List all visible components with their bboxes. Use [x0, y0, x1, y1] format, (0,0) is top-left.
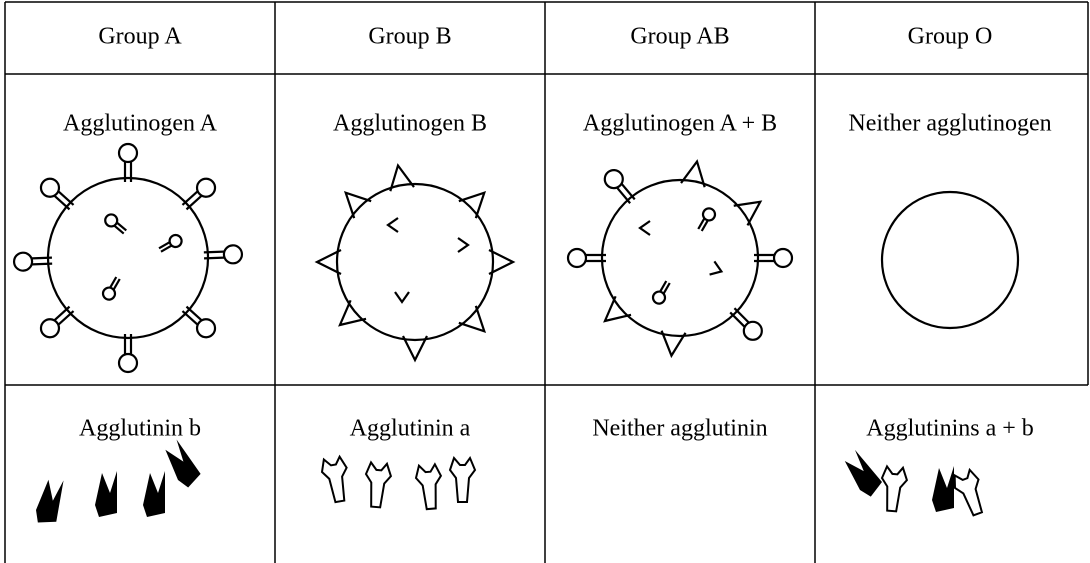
header-cell: Group B	[368, 24, 451, 50]
header-cell: Group A	[98, 24, 182, 50]
cell: Agglutinin b	[79, 416, 201, 442]
cell-a-antigen	[12, 142, 244, 374]
agglutinin-a-icons	[318, 454, 476, 511]
cell: Neither agglutinogen	[848, 111, 1051, 137]
cell: Neither agglutinin	[592, 416, 767, 442]
cell-ab-antigen	[566, 158, 794, 358]
table-grid	[4, 1, 1089, 563]
header-cell: Group AB	[630, 24, 729, 50]
cell: Agglutinogen B	[333, 111, 487, 137]
cell: Agglutinogen A + B	[583, 111, 777, 137]
cell-b-antigen	[315, 162, 515, 362]
header-cell: Group O	[908, 24, 993, 50]
cell: Agglutinin a	[350, 416, 471, 442]
agglutinins-ab-icons	[838, 449, 991, 520]
cell: Agglutinogen A	[63, 111, 218, 137]
cell-o-antigen	[880, 190, 1020, 330]
agglutinin-b-icons	[33, 439, 203, 526]
cell: Agglutinins a + b	[866, 416, 1034, 442]
